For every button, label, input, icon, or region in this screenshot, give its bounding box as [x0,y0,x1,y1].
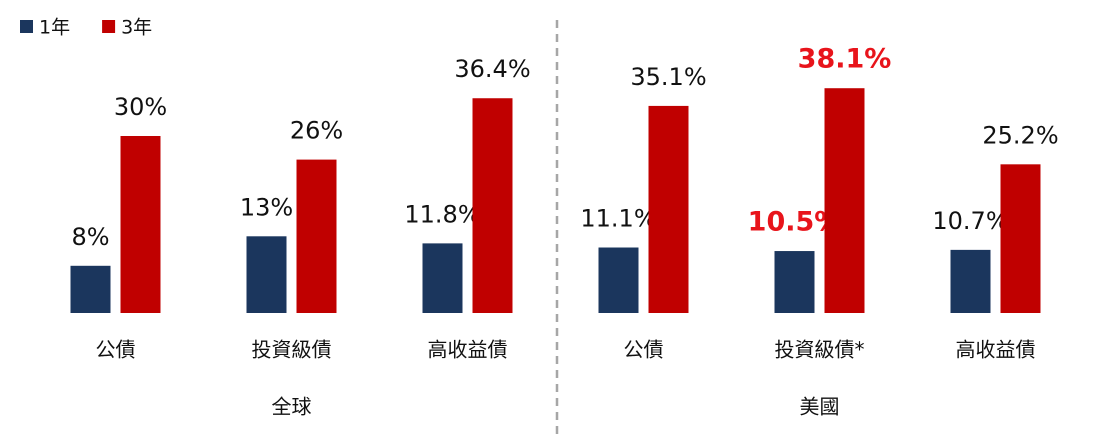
x-tick-label: 投資級債* [775,338,865,362]
bar [422,243,463,313]
x-tick-label: 高收益債 [428,338,508,362]
x-tick-label: 公債 [96,338,136,362]
x-tick-label: 高收益債 [956,338,1036,362]
bar [648,105,689,313]
bar [246,236,287,313]
group-label: 美國 [800,395,840,419]
legend-label: 3年 [121,17,152,39]
value-label: 35.1% [630,63,706,91]
value-label: 11.1% [580,205,656,233]
legend-label: 1年 [39,17,70,39]
value-label: 8% [71,223,109,251]
value-label: 36.4% [454,55,530,83]
value-label: 25.2% [982,121,1058,149]
x-tick-label: 投資級債 [252,338,332,362]
value-label: 10.7% [932,207,1008,235]
value-label: 11.8% [404,200,480,228]
bar [120,136,161,313]
bar [598,247,639,313]
value-label: 30% [114,93,167,121]
bar [950,249,991,313]
value-label: 26% [290,117,343,145]
value-label: 38.1% [798,44,892,75]
bar [296,159,337,313]
value-label: 13% [240,193,293,221]
bar [824,88,865,314]
bar [1000,164,1041,313]
x-tick-label: 公債 [624,338,664,362]
group-label: 全球 [272,395,312,419]
bar [774,251,815,313]
bar [472,98,513,314]
legend-swatch [20,20,33,33]
bar [70,265,111,313]
legend-swatch [102,20,116,33]
